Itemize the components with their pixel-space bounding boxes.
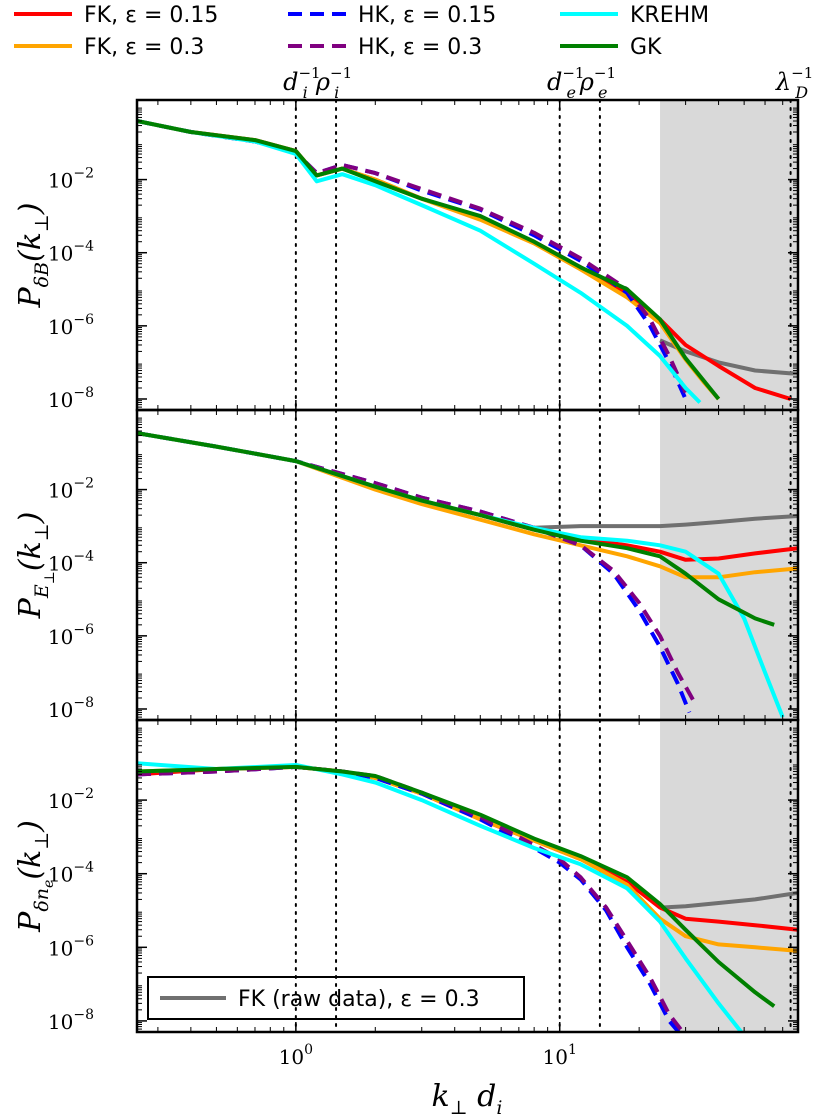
series-line xyxy=(137,119,688,394)
panel-1: 10−2 10−4 10−6 10−8 PδB(k⊥) xyxy=(13,98,800,412)
legend-label: FK, ε = 0.15 xyxy=(84,3,218,28)
legend-label: FK, ε = 0.3 xyxy=(84,35,204,60)
y-tick-label: 10−8 xyxy=(48,385,94,412)
vline-label: ρ−1 e xyxy=(579,64,616,102)
x-tick-label: 100 xyxy=(279,1042,313,1069)
panel-3: 10−2 10−4 10−6 10−8 Pδne(k⊥) xyxy=(13,718,800,1034)
panel-2: 10−2 10−4 10−6 10−8 PE⊥(k⊥) xyxy=(13,408,800,722)
y-axis-label: PE⊥(k⊥) xyxy=(13,512,58,620)
y-axis-label: Pδne(k⊥) xyxy=(13,820,57,933)
series-group xyxy=(137,761,798,1032)
vline-label: λ−1 D xyxy=(775,64,813,102)
legend-label: GK xyxy=(630,35,662,60)
y-tick-label: 10−2 xyxy=(48,166,94,193)
series-group xyxy=(137,431,798,718)
shaded-region xyxy=(660,410,798,720)
vline-label: d−1 i xyxy=(283,64,321,102)
series-line xyxy=(137,119,688,400)
legend-label: KREHM xyxy=(630,3,709,28)
panel-frame xyxy=(135,718,800,1034)
vline-label: d−1 e xyxy=(547,64,585,102)
raw-legend-label: FK (raw data), ε = 0.3 xyxy=(238,987,480,1012)
y-tick-label: 10−4 xyxy=(48,860,94,887)
y-tick-label: 10−6 xyxy=(48,622,94,649)
y-tick-label: 10−2 xyxy=(48,476,94,503)
series-line xyxy=(659,890,798,910)
series-line xyxy=(534,514,798,530)
series-line xyxy=(137,119,721,401)
shaded-region xyxy=(660,720,798,1032)
y-tick-label: 10−2 xyxy=(48,786,94,813)
panels: 10−2 10−4 10−6 10−8 PδB(k⊥) 10−2 10−4 10−6 10−8 P… xyxy=(13,98,800,1034)
legend-label: HK, ε = 0.15 xyxy=(358,3,496,28)
vline-label: ρ−1 i xyxy=(315,64,352,102)
y-tick-label: 10−8 xyxy=(48,695,94,722)
series-line xyxy=(137,764,776,1008)
series-line xyxy=(137,431,692,714)
series-line xyxy=(137,119,721,401)
series-line xyxy=(137,764,682,1032)
x-axis-label: k⊥ di xyxy=(432,1079,503,1116)
legend: FK, ε = 0.15 FK, ε = 0.3 HK, ε = 0.15 HK, ε… xyxy=(14,3,709,1020)
legend-label: HK, ε = 0.3 xyxy=(358,35,482,60)
x-axis: 100 101 k⊥ di xyxy=(279,1042,577,1116)
series-group xyxy=(137,119,798,404)
vline-labels: d−1 i ρ−1 i d−1 e ρ−1 e λ−1 D xyxy=(283,64,813,102)
y-tick-label: 10−6 xyxy=(48,933,94,960)
y-tick-label: 10−4 xyxy=(48,549,94,576)
y-axis-label: PδB(k⊥) xyxy=(13,202,53,308)
series-line xyxy=(137,119,702,404)
y-tick-label: 10−6 xyxy=(48,312,94,339)
y-tick-label: 10−8 xyxy=(48,1007,94,1034)
x-tick-label: 101 xyxy=(543,1042,577,1069)
y-tick-label: 10−4 xyxy=(48,239,94,266)
series-line xyxy=(137,431,699,708)
series-line xyxy=(137,431,775,627)
series-line xyxy=(137,764,686,1032)
